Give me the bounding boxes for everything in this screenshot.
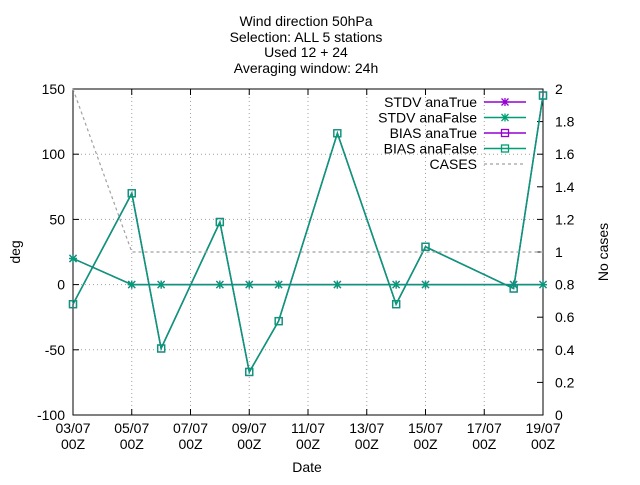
chart-title-line: Wind direction 50hPa — [239, 13, 372, 29]
legend-label: STDV anaFalse — [378, 110, 477, 126]
legend-label: STDV anaTrue — [384, 94, 477, 110]
x-tick-label: 00Z — [178, 436, 203, 452]
point-marker — [245, 280, 254, 289]
point-marker — [501, 98, 509, 106]
point-marker — [69, 254, 77, 263]
point-marker — [500, 144, 510, 153]
x-tick-label: 15/07 — [408, 420, 443, 436]
y-axis-label: deg — [7, 240, 23, 263]
axes: 03/0700Z05/0700Z07/0700Z09/0700Z11/0700Z… — [37, 81, 575, 452]
y2-tick-label: 1.6 — [555, 146, 575, 162]
x-tick-label: 00Z — [296, 436, 321, 452]
point-marker — [274, 316, 283, 326]
series-line — [72, 257, 543, 286]
chart-title-line: Selection: ALL 5 stations — [230, 29, 383, 45]
y-tick-label: 150 — [42, 81, 66, 97]
chart-title-line: Averaging window: 24h — [234, 60, 379, 76]
point-marker — [333, 129, 342, 138]
y2-tick-label: 0 — [555, 407, 563, 423]
y-tick-label: -100 — [37, 407, 65, 423]
point-marker — [68, 300, 78, 309]
x-tick-label: 00Z — [413, 436, 438, 452]
point-marker — [215, 280, 224, 289]
point-marker — [392, 280, 401, 289]
x-tick-label: 19/07 — [525, 420, 560, 436]
point-marker — [127, 280, 136, 289]
x-tick-label: 07/07 — [173, 420, 208, 436]
y2-tick-label: 0.8 — [555, 277, 575, 293]
x-tick-label: 00Z — [237, 436, 262, 452]
y2-tick-label: 1.8 — [555, 114, 575, 130]
point-marker — [500, 128, 510, 138]
y2-tick-label: 1 — [555, 244, 563, 260]
point-marker — [501, 113, 509, 122]
series-layer — [68, 88, 548, 377]
legend-item: BIAS anaFalse — [384, 141, 526, 157]
legend-label: CASES — [430, 156, 477, 172]
series-line — [72, 88, 543, 253]
legend-item: CASES — [430, 156, 526, 172]
point-marker — [509, 284, 518, 293]
series-cases — [72, 88, 543, 253]
point-marker — [333, 280, 342, 289]
point-marker — [421, 280, 430, 289]
point-marker — [539, 280, 547, 289]
y-tick-label: 100 — [42, 146, 66, 162]
y2-tick-label: 2 — [555, 81, 563, 97]
y2-tick-label: 1.2 — [555, 211, 575, 227]
legend-item: STDV anaTrue — [384, 94, 526, 110]
point-marker — [245, 367, 254, 377]
x-tick-label: 03/07 — [55, 420, 90, 436]
x-tick-label: 09/07 — [232, 420, 267, 436]
legend-label: BIAS anaFalse — [384, 141, 478, 157]
point-marker — [156, 344, 166, 353]
x-tick-label: 00Z — [120, 436, 145, 452]
x-tick-label: 00Z — [531, 436, 556, 452]
legend-label: BIAS anaTrue — [390, 125, 478, 141]
series-stdv-anatrue — [69, 254, 547, 289]
x-tick-label: 13/07 — [349, 420, 384, 436]
point-marker — [157, 280, 166, 289]
point-marker — [538, 91, 548, 100]
y2-axis-label: No cases — [595, 223, 611, 281]
legend-item: STDV anaFalse — [378, 110, 526, 126]
x-axis-label: Date — [292, 459, 322, 475]
legend-item: BIAS anaTrue — [390, 125, 526, 141]
y-tick-label: 0 — [57, 277, 65, 293]
point-marker — [391, 300, 401, 309]
y2-tick-label: 0.4 — [555, 342, 575, 358]
x-tick-label: 00Z — [61, 436, 86, 452]
point-marker — [127, 189, 136, 198]
series-line — [72, 257, 543, 286]
point-marker — [421, 242, 430, 251]
y2-tick-label: 1.4 — [555, 179, 575, 195]
chart-title: Wind direction 50hPa Selection: ALL 5 st… — [230, 13, 383, 76]
x-tick-label: 17/07 — [467, 420, 502, 436]
series-stdv-anafalse — [69, 254, 547, 289]
y2-tick-label: 0.6 — [555, 309, 575, 325]
series-line — [72, 95, 544, 375]
y-tick-label: -50 — [45, 342, 65, 358]
x-tick-label: 00Z — [355, 436, 380, 452]
chart-title-line: Used 12 + 24 — [264, 44, 348, 60]
point-marker — [215, 217, 225, 227]
x-tick-label: 11/07 — [291, 420, 325, 436]
y2-tick-label: 0.2 — [555, 374, 575, 390]
point-marker — [274, 280, 283, 289]
y-tick-label: 50 — [49, 211, 65, 227]
x-tick-label: 00Z — [472, 436, 497, 452]
series-bias-anafalse — [68, 91, 548, 377]
x-tick-label: 05/07 — [114, 420, 149, 436]
